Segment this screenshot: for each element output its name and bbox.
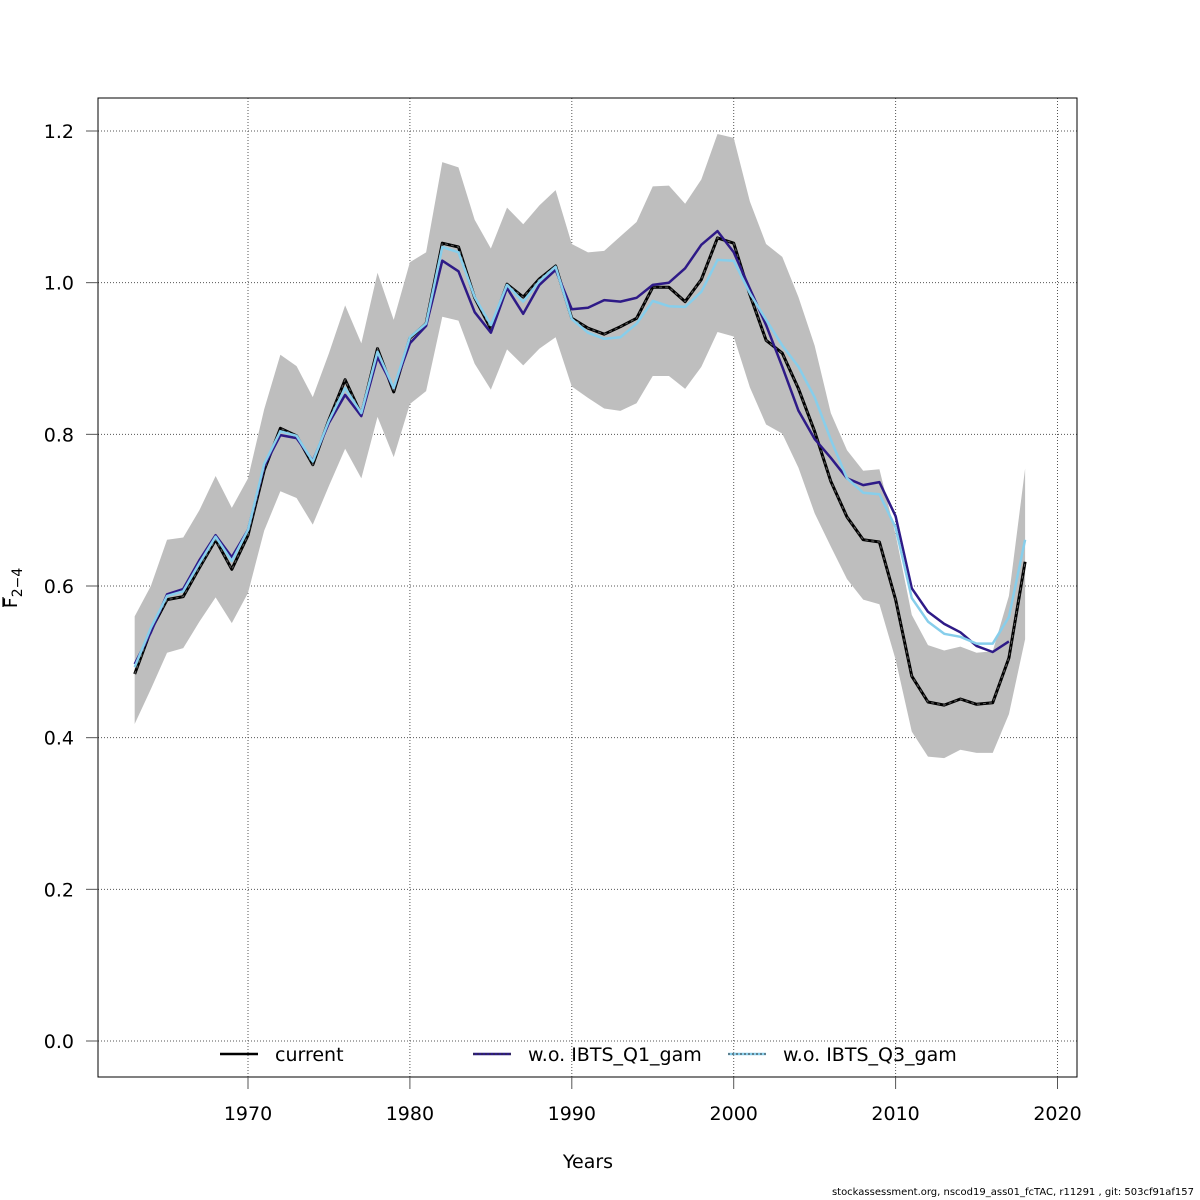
y-tick-label: 0.2 bbox=[44, 879, 74, 901]
y-tick-label: 0.6 bbox=[44, 576, 74, 598]
legend-label: w.o. IBTS_Q3_gam bbox=[783, 1044, 957, 1066]
series-line bbox=[133, 245, 1027, 668]
x-tick-label: 2020 bbox=[1033, 1103, 1081, 1125]
series-current bbox=[133, 236, 1027, 707]
y-axis-title-main: F bbox=[0, 597, 22, 608]
series-line-dash bbox=[134, 237, 1026, 706]
x-tick-label: 2000 bbox=[710, 1103, 758, 1125]
x-tick-label: 1970 bbox=[224, 1103, 272, 1125]
legend-item: w.o. IBTS_Q1_gam bbox=[473, 1044, 702, 1066]
legend-item: current bbox=[220, 1044, 344, 1066]
legend-label: current bbox=[275, 1044, 344, 1066]
x-tick-label: 1990 bbox=[548, 1103, 596, 1125]
footer-credit: stockassessment.org, nscod19_ass01_fcTAC… bbox=[831, 1187, 1194, 1198]
legend-item: w.o. IBTS_Q3_gam bbox=[728, 1044, 957, 1066]
y-tick-label: 0.4 bbox=[44, 728, 74, 750]
series-line bbox=[133, 229, 1010, 665]
y-axis-title-sub: 2−4 bbox=[10, 568, 26, 598]
x-tick-label: 1980 bbox=[386, 1103, 434, 1125]
series-w-o-ibts-q1-gam bbox=[133, 229, 1010, 665]
y-tick-label: 0.8 bbox=[44, 424, 74, 446]
series-w-o-ibts-q3-gam bbox=[133, 245, 1027, 668]
y-tick-label: 1.0 bbox=[44, 273, 74, 295]
x-tick-label: 2010 bbox=[871, 1103, 919, 1125]
x-axis: 1970 1980 1990 2000 2010 2020 bbox=[224, 1076, 1082, 1125]
y-tick-label: 1.2 bbox=[44, 121, 74, 143]
svg-text:F2−4: F2−4 bbox=[0, 568, 26, 609]
y-axis: 0.0 0.2 0.4 0.6 0.8 1.0 1.2 bbox=[44, 121, 98, 1053]
y-axis-title: F2−4 bbox=[0, 568, 26, 609]
legend: current w.o. IBTS_Q1_gam w.o. IBTS_Q3_gam bbox=[220, 1044, 957, 1066]
confidence-band-layer bbox=[134, 134, 1026, 759]
x-axis-title: Years bbox=[562, 1151, 613, 1173]
legend-label: w.o. IBTS_Q1_gam bbox=[528, 1044, 702, 1066]
series-layer bbox=[133, 229, 1027, 707]
confidence-band bbox=[134, 134, 1026, 759]
y-tick-label: 0.0 bbox=[44, 1031, 74, 1053]
